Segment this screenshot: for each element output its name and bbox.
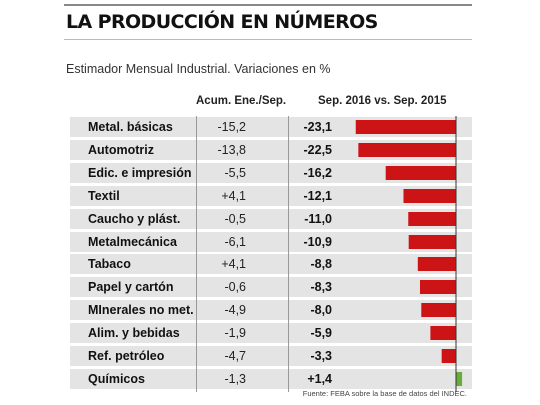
row-sep-value: -12,1	[303, 189, 333, 203]
row-acum-value: -4,9	[224, 303, 246, 317]
row-acum-value: +4,1	[221, 189, 246, 203]
row-sep-value: +1,4	[307, 372, 332, 386]
row-category-label: Textil	[88, 189, 120, 203]
chart-subtitle: Estimador Mensual Industrial. Variacione…	[66, 62, 331, 76]
row-acum-value: -0,6	[224, 280, 246, 294]
row-sep-value: -11,0	[304, 212, 332, 226]
bar-8	[421, 303, 456, 317]
top-rule	[64, 4, 472, 6]
row-acum-value: +4,1	[221, 257, 246, 271]
column-header-acum: Acum. Ene./Sep.	[196, 95, 287, 107]
bar-7	[419, 280, 456, 294]
row-category-label: Papel y cartón	[88, 280, 174, 294]
row-category-label: Edic. e impresión	[88, 166, 192, 180]
row-sep-value: -8,0	[310, 303, 332, 317]
bar-10	[441, 349, 456, 363]
row-acum-value: -5,5	[224, 166, 246, 180]
row-category-label: Alim. y bebidas	[88, 326, 180, 340]
row-category-label: Químicos	[88, 372, 145, 386]
source-note: Fuente: FEBA sobre la base de datos del …	[302, 389, 467, 398]
row-sep-value: -5,9	[310, 326, 332, 340]
table-row	[70, 346, 472, 366]
row-sep-value: -23,1	[303, 120, 333, 134]
row-category-label: Metal. básicas	[88, 120, 173, 134]
bar-1	[358, 143, 456, 157]
row-category-label: Automotriz	[88, 143, 154, 157]
row-sep-value: -8,8	[310, 257, 332, 271]
row-acum-value: -4,7	[224, 349, 246, 363]
table-row	[70, 232, 472, 252]
table-row	[70, 254, 472, 274]
column-divider-left	[196, 116, 197, 392]
row-acum-value: -15,2	[217, 120, 247, 134]
bar-6	[417, 257, 456, 271]
bar-3	[403, 189, 456, 203]
bar-11	[456, 372, 463, 386]
row-category-label: MInerales no met.	[88, 303, 194, 317]
row-sep-value: -8,3	[310, 280, 332, 294]
table-row	[70, 209, 472, 229]
row-sep-value: -16,2	[303, 166, 333, 180]
row-sep-value: -10,9	[303, 235, 333, 249]
row-acum-value: -0,5	[224, 212, 246, 226]
row-category-label: Tabaco	[88, 257, 131, 271]
table-row	[70, 186, 472, 206]
table-row	[70, 369, 472, 389]
bar-2	[385, 166, 456, 180]
bar-4	[408, 212, 456, 226]
bar-9	[430, 326, 456, 340]
table-row	[70, 300, 472, 320]
row-category-label: Caucho y plást.	[88, 212, 181, 226]
title-rule	[64, 39, 472, 40]
bar-5	[408, 235, 456, 249]
row-category-label: Metalmecánica	[88, 235, 177, 249]
column-divider-right	[288, 116, 289, 392]
row-acum-value: -13,8	[217, 143, 247, 157]
bar-0	[355, 120, 456, 134]
chart-title: LA PRODUCCIÓN EN NÚMEROS	[66, 11, 378, 33]
row-acum-value: -1,9	[224, 326, 246, 340]
row-sep-value: -3,3	[310, 349, 332, 363]
table-row	[70, 163, 472, 183]
row-sep-value: -22,5	[303, 143, 333, 157]
table-row	[70, 277, 472, 297]
row-acum-value: -1,3	[224, 372, 246, 386]
table-row	[70, 323, 472, 343]
column-header-sep: Sep. 2016 vs. Sep. 2015	[318, 95, 447, 107]
row-category-label: Ref. petróleo	[88, 349, 165, 363]
row-acum-value: -6,1	[224, 235, 246, 249]
